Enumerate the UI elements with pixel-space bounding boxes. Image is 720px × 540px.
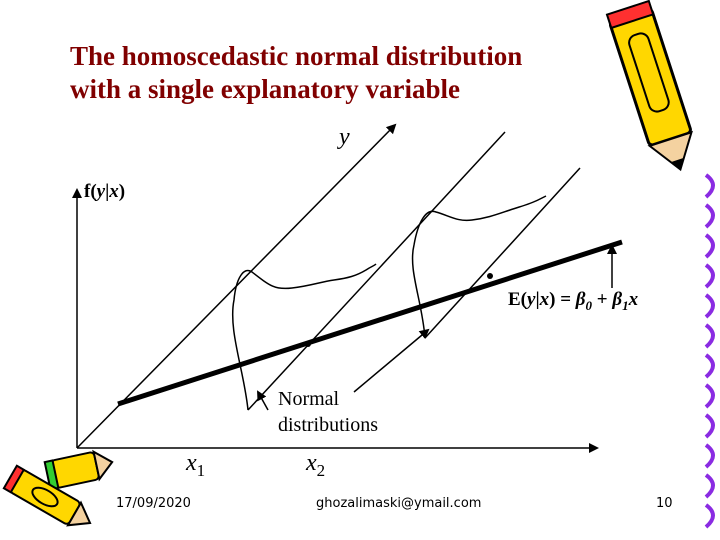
mean-point-x2: [487, 273, 493, 279]
exp-y: y: [527, 289, 536, 310]
normal-arrow-1: [257, 390, 269, 411]
footer-page-number: 10: [656, 496, 673, 511]
footer-date: 17/09/2020: [116, 496, 191, 511]
exp-var-x: x: [628, 289, 639, 310]
exp-beta1-sub: 1: [622, 297, 629, 313]
normal-distributions-label: Normal distributions: [278, 386, 378, 438]
pencil-icon: [605, 0, 693, 172]
y-axis-label: y: [339, 124, 350, 150]
fy-y: y: [96, 181, 106, 202]
fy-axis-label: f(y|x): [84, 181, 125, 203]
slide-title: The homoscedastic normal distribution wi…: [70, 40, 522, 106]
normal-line-2: distributions: [278, 414, 379, 436]
title-line-1: The homoscedastic normal distribution: [70, 41, 523, 71]
exp-beta0: β: [575, 289, 586, 310]
normal-curve-x1: [231, 263, 377, 411]
regression-line: [117, 239, 623, 407]
exp-beta1: β: [612, 289, 623, 310]
footer-email: ghozalimaski@ymail.com: [316, 496, 482, 511]
normal-line-1: Normal: [278, 388, 340, 410]
exp-prefix: E(: [508, 289, 527, 310]
fy-x: x: [109, 181, 119, 202]
normal-curve-x2: [411, 195, 547, 339]
x1-sub: 1: [196, 460, 206, 480]
exp-plus: +: [592, 289, 613, 310]
exp-x: x: [539, 289, 550, 310]
spiral-binding-icon: [704, 173, 715, 529]
exp-bar: |: [535, 289, 540, 310]
x2-label: x2: [306, 450, 325, 481]
exp-beta0-sub: 0: [585, 297, 593, 313]
exp-eq: ) =: [549, 289, 576, 310]
fy-prefix: f(: [84, 181, 97, 202]
x1-base: x: [186, 450, 197, 476]
x2-slice-line: [424, 167, 581, 339]
mean-point-x1: [305, 341, 311, 347]
crayons-icon: [2, 449, 114, 527]
title-line-2: with a single explanatory variable: [70, 74, 460, 104]
x2-sub: 2: [316, 460, 326, 480]
expectation-label: E(y|x) = β0 + β1x: [508, 289, 638, 314]
normal-arrow-2: [353, 328, 430, 393]
fy-bar: |: [105, 181, 110, 202]
x1-slice-line: [247, 131, 506, 411]
x2-base: x: [306, 450, 317, 476]
fy-suffix: ): [118, 181, 126, 202]
x1-label: x1: [186, 450, 205, 481]
